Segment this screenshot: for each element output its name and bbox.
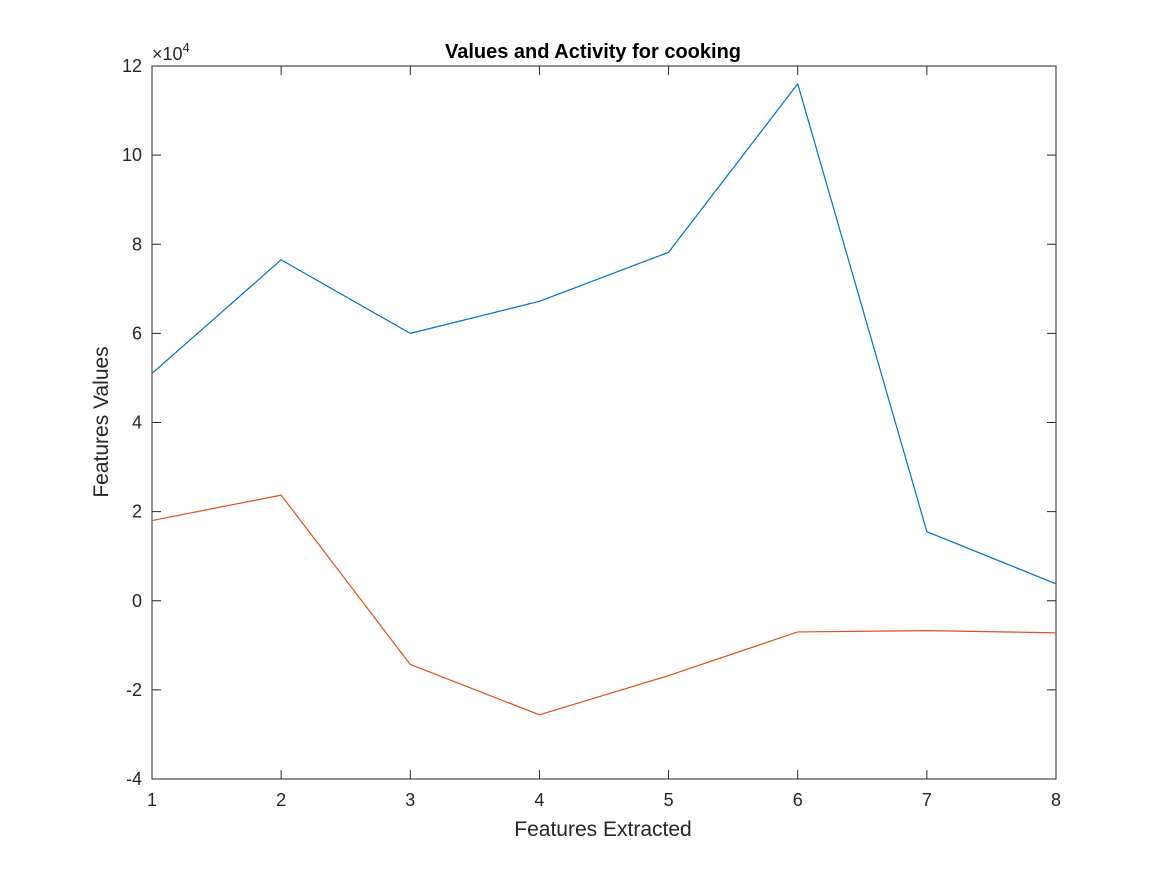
series-line-1	[151, 83, 1057, 585]
y-tick-label: -4	[126, 769, 142, 789]
x-tick-label: 1	[147, 790, 157, 810]
series-line-2	[151, 494, 1057, 716]
x-tick-label: 8	[1051, 790, 1061, 810]
y-tick-label: 10	[122, 145, 142, 165]
y-tick-label: 0	[132, 591, 142, 611]
y-axis-label: Features Values	[90, 346, 113, 497]
x-axis-label: Features Extracted	[514, 818, 691, 841]
y-tick-label: 2	[132, 502, 142, 522]
y-tick-label: -2	[126, 680, 142, 700]
x-tick-label: 6	[793, 790, 803, 810]
chart-title: Values and Activity for cooking	[445, 41, 741, 63]
y-tick-label: 4	[132, 413, 142, 433]
x-tick-label: 2	[276, 790, 286, 810]
axes-box	[151, 65, 1057, 780]
x-tick-label: 4	[534, 790, 544, 810]
y-tick-label: 6	[132, 323, 142, 343]
x-tick-label: 5	[664, 790, 674, 810]
y-axis-multiplier: ×104	[152, 40, 190, 64]
x-tick-label: 7	[922, 790, 932, 810]
y-tick-label: 12	[122, 56, 142, 76]
y-tick-label: 8	[132, 234, 142, 254]
y-axis-multiplier-exponent: 4	[183, 40, 190, 55]
x-tick-label: 3	[405, 790, 415, 810]
y-axis-multiplier-base: ×10	[152, 44, 183, 64]
